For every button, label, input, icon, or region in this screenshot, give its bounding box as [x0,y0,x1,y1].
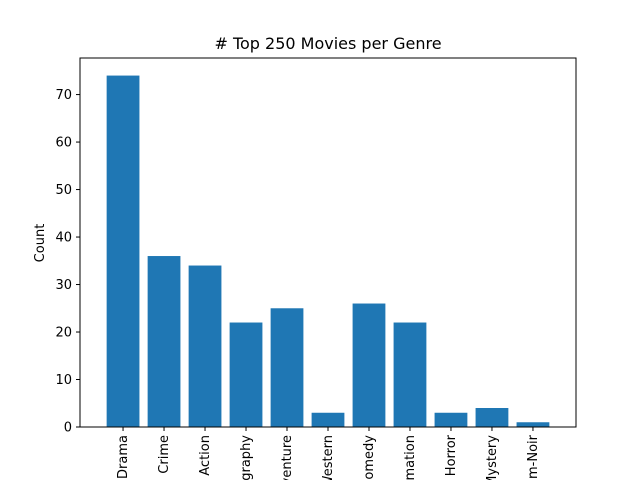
x-tick-label: Adventure [280,435,295,480]
x-tick-label: Mystery [485,435,500,480]
x-tick-label: Horror [444,434,459,476]
x-tick-label: Biography [239,435,254,480]
x-tick-label: Action [198,435,213,476]
chart-title: # Top 250 Movies per Genre [214,34,441,53]
y-tick-label: 10 [55,373,72,388]
bar-crime [147,256,181,427]
y-tick-label: 40 [55,231,72,246]
y-axis-ticks: 0 10 20 30 40 50 60 70 [55,88,80,436]
bar-adventure [270,308,304,427]
x-tick-label: Film-Noir [526,434,541,480]
plot-group: # Top 250 Movies per Genre Count 0 10 20 30… [33,34,577,480]
bar-drama [106,75,140,428]
bar-animation [393,322,427,427]
bar-horror [434,412,468,427]
x-tick-label: Animation [403,435,418,480]
y-tick-label: 70 [55,88,72,103]
y-tick-label: 20 [55,326,72,341]
bar-biography [229,322,263,427]
x-axis-ticks: Drama Crime Action Biography Adventure Wester… [116,427,541,480]
y-tick-label: 0 [64,421,72,436]
y-tick-label: 30 [55,278,72,293]
axes-frame [79,57,577,428]
bar-western [311,412,345,427]
x-tick-label: Crime [157,435,172,474]
x-tick-label: Drama [116,435,131,479]
y-axis-label: Count [33,224,48,263]
bar-film-noir [516,422,550,427]
bar-action [188,265,222,427]
y-tick-label: 50 [55,183,72,198]
bar-comedy [352,303,386,427]
bars [106,75,550,428]
bar-mystery [475,408,509,427]
x-tick-label: Comedy [362,435,377,480]
y-tick-label: 60 [55,136,72,151]
x-tick-label: Western [321,435,336,480]
